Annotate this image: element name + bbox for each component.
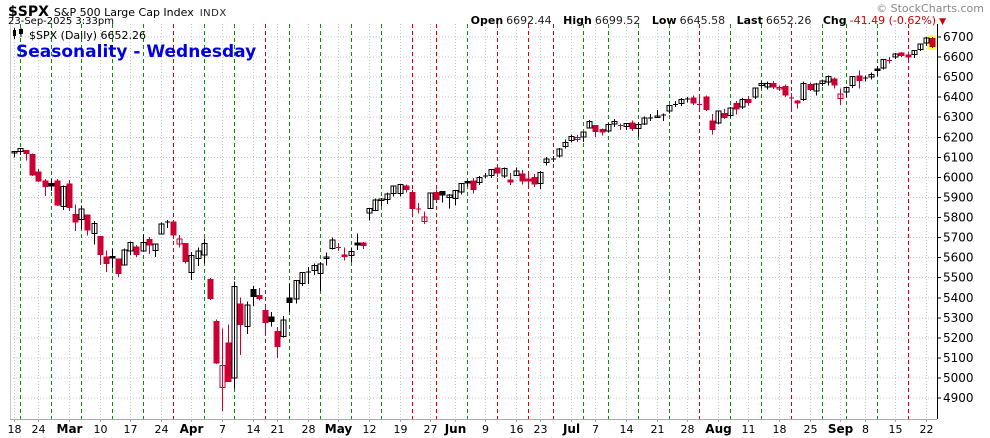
svg-text:28: 28 <box>681 423 695 436</box>
svg-text:5400: 5400 <box>943 291 974 305</box>
svg-text:6200: 6200 <box>943 130 974 144</box>
svg-text:Aug: Aug <box>705 422 731 436</box>
svg-text:6100: 6100 <box>943 150 974 164</box>
chart-legend: $SPX (Daily) 6652.26 <box>12 28 146 42</box>
high-value: 6699.52 <box>594 14 641 27</box>
svg-text:5200: 5200 <box>943 331 974 345</box>
candlestick-style-icon <box>12 28 25 42</box>
chg-dropdown-arrow-icon[interactable]: ▼ <box>939 17 946 27</box>
svg-text:16: 16 <box>510 423 524 436</box>
svg-text:18: 18 <box>8 423 22 436</box>
svg-text:10: 10 <box>94 423 108 436</box>
svg-text:6300: 6300 <box>943 110 974 124</box>
svg-text:Sep: Sep <box>828 422 854 436</box>
timestamp-label: 23-Sep-2025 3:33pm <box>8 16 114 27</box>
svg-text:17: 17 <box>124 423 138 436</box>
copyright-label: © StockCharts.com <box>876 2 984 15</box>
svg-text:22: 22 <box>920 423 934 436</box>
svg-text:7: 7 <box>219 423 226 436</box>
svg-text:14: 14 <box>247 423 261 436</box>
price-axis: 4900 5000 5100 5200 5300 5400 5500 5600 5700 5800… <box>937 30 974 405</box>
svg-text:18: 18 <box>773 423 787 436</box>
low-value: 6645.58 <box>679 14 726 27</box>
open-label: Open <box>470 14 504 27</box>
vertical-gridlines <box>14 24 927 419</box>
last-label: Last <box>736 14 763 27</box>
svg-text:5600: 5600 <box>943 251 974 265</box>
svg-text:5900: 5900 <box>943 190 974 204</box>
date-axis: 18 24 Mar 10 17 24 Apr 7 14 21 28 May 12 19 27 Jun 9 16 23… <box>8 419 934 436</box>
svg-text:24: 24 <box>155 423 169 436</box>
svg-text:5300: 5300 <box>943 311 974 325</box>
wednesday-seasonality-lines <box>20 24 909 419</box>
svg-text:8: 8 <box>862 423 869 436</box>
svg-text:14: 14 <box>620 423 634 436</box>
svg-text:21: 21 <box>651 423 665 436</box>
chart-header: $SPX S&P 500 Large Cap Index INDX <box>8 1 227 20</box>
open-value: 6692.44 <box>506 14 552 27</box>
legend-text: $SPX (Daily) 6652.26 <box>29 28 147 42</box>
candles <box>11 37 936 412</box>
horizontal-gridlines <box>10 36 937 399</box>
exchange-label: INDX <box>199 8 227 19</box>
svg-text:6600: 6600 <box>943 50 974 64</box>
svg-text:12: 12 <box>363 423 377 436</box>
svg-text:5700: 5700 <box>943 231 974 245</box>
svg-text:May: May <box>325 422 353 436</box>
svg-text:28: 28 <box>302 423 316 436</box>
svg-text:7: 7 <box>592 423 599 436</box>
svg-text:Jul: Jul <box>562 422 580 436</box>
svg-text:19: 19 <box>394 423 408 436</box>
last-value: 6652.26 <box>765 14 812 27</box>
low-label: Low <box>651 14 677 27</box>
svg-text:23: 23 <box>534 423 548 436</box>
seasonality-annotation: Seasonality - Wednesday <box>16 42 257 62</box>
svg-text:27: 27 <box>424 423 438 436</box>
high-label: High <box>563 14 592 27</box>
svg-text:Mar: Mar <box>57 422 83 436</box>
svg-text:4900: 4900 <box>943 391 974 405</box>
svg-text:6500: 6500 <box>943 70 974 84</box>
svg-text:6000: 6000 <box>943 170 974 184</box>
svg-text:5800: 5800 <box>943 211 974 225</box>
svg-text:25: 25 <box>804 423 818 436</box>
svg-text:24: 24 <box>32 423 46 436</box>
svg-text:6700: 6700 <box>943 30 974 44</box>
svg-text:15: 15 <box>889 423 903 436</box>
svg-text:Jun: Jun <box>444 422 467 436</box>
symbol-label: $SPX <box>8 4 49 20</box>
svg-text:9: 9 <box>482 423 489 436</box>
svg-text:5000: 5000 <box>943 371 974 385</box>
svg-text:21: 21 <box>271 423 285 436</box>
svg-text:5100: 5100 <box>943 351 974 365</box>
svg-text:6400: 6400 <box>943 90 974 104</box>
svg-text:Apr: Apr <box>180 422 204 436</box>
chg-value: -41.49 (-0.62%) <box>849 14 937 27</box>
svg-text:11: 11 <box>742 423 756 436</box>
quote-bar: Open 6692.44 High 6699.52 Low 6645.58 Last 6… <box>471 14 946 27</box>
index-name-label: S&P 500 Large Cap Index <box>53 6 194 19</box>
chg-label: Chg <box>822 14 847 27</box>
svg-text:5500: 5500 <box>943 271 974 285</box>
